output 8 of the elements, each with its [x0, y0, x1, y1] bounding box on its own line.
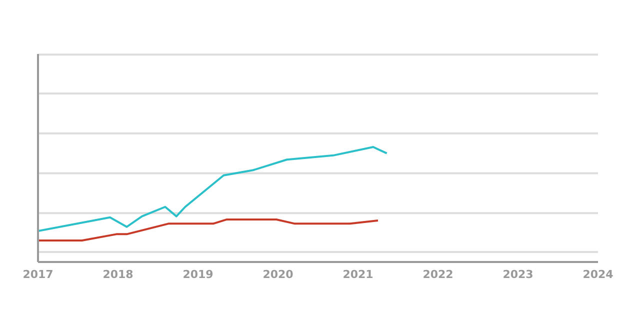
x-tick-label: 2023 — [502, 268, 534, 281]
x-tick-label: 2024 — [582, 268, 614, 281]
x-tick-label: 2021 — [342, 268, 374, 281]
x-tick-label: 2019 — [182, 268, 214, 281]
x-tick-label: 2017 — [22, 268, 54, 281]
x-tick-label: 2020 — [262, 268, 294, 281]
x-tick-label: 2022 — [422, 268, 454, 281]
x-tick-label: 2018 — [102, 268, 134, 281]
